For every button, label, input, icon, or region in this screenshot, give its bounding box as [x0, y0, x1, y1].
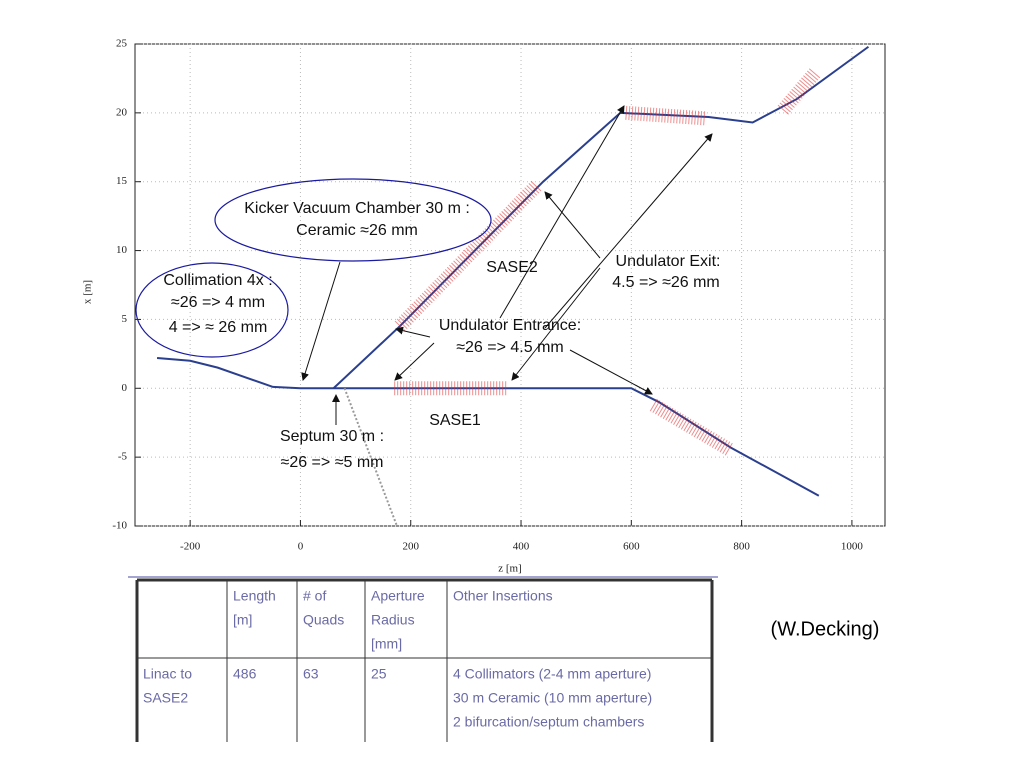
- annotation: Undulator Entrance:: [439, 317, 581, 334]
- x-tick-label: 600: [623, 541, 640, 553]
- table-cell: Length: [233, 588, 276, 604]
- annotation: Ceramic ≈26 mm: [296, 222, 418, 239]
- x-tick-label: 0: [298, 541, 304, 553]
- arrows: [301, 105, 713, 425]
- y-tick-label: 5: [122, 313, 128, 325]
- arrow: [569, 349, 653, 395]
- annotation: Septum 30 m :: [280, 428, 384, 445]
- annotation: Collimation 4x :: [163, 272, 272, 289]
- y-tick-label: 10: [116, 244, 128, 256]
- x-axis-label: z [m]: [498, 563, 522, 575]
- annotation: SASE2: [486, 259, 538, 276]
- collimation-ellipse: [135, 262, 289, 358]
- ellipses: [135, 178, 492, 358]
- annotation: 4 => ≈ 26 mm: [169, 319, 268, 336]
- y-tick-label: -5: [118, 451, 128, 463]
- table: Length [m] # of Quads Aperture Radius [mm] Othe…: [135, 578, 714, 742]
- table-cell: Radius: [371, 612, 415, 628]
- table-cell: # of: [303, 588, 326, 604]
- table-cell: Linac to: [143, 666, 192, 682]
- y-tick-label: 0: [122, 382, 128, 394]
- table-cell: Aperture: [371, 588, 425, 604]
- arrow: [544, 191, 601, 259]
- table-cell: 63: [303, 666, 319, 682]
- y-tick-label: -10: [112, 520, 127, 532]
- table-cell: [m]: [233, 612, 252, 628]
- table-cell: [mm]: [371, 636, 402, 652]
- credit: (W.Decking): [771, 618, 880, 640]
- annotation: ≈26 => ≈5 mm: [281, 454, 384, 471]
- undulator: [777, 66, 822, 115]
- x-tick-label: 400: [513, 541, 530, 553]
- y-tick-label: 25: [116, 38, 128, 50]
- y-axis-label: x [m]: [82, 280, 94, 304]
- arrow: [395, 326, 431, 338]
- table-cell: 486: [233, 666, 257, 682]
- table-cell: 2 bifurcation/septum chambers: [453, 714, 644, 730]
- table-grid: [135, 578, 714, 742]
- y-tick-label: 15: [116, 175, 128, 187]
- arrow: [544, 133, 713, 329]
- annotation: ≈26 => 4 mm: [171, 294, 265, 311]
- x-tick-label: 1000: [841, 541, 864, 553]
- table-cell: Quads: [303, 612, 344, 628]
- table-cell: 4 Collimators (2-4 mm aperture): [453, 666, 651, 682]
- table-cell: 25: [371, 666, 387, 682]
- annotation: Kicker Vacuum Chamber 30 m :: [244, 200, 470, 217]
- arrow: [511, 267, 601, 381]
- table-cell: SASE2: [143, 690, 188, 706]
- undulator: [649, 398, 735, 457]
- table-cell: 30 m Ceramic (10 mm aperture): [453, 690, 652, 706]
- x-tick-label: -200: [180, 541, 201, 553]
- table-cell: Other Insertions: [453, 588, 553, 604]
- x-tick-label: 200: [402, 541, 419, 553]
- arrow: [394, 342, 435, 381]
- beamline: [343, 387, 398, 527]
- annotation: 4.5 => ≈26 mm: [612, 274, 720, 291]
- annotation: ≈26 => 4.5 mm: [456, 339, 564, 356]
- kicker-ellipse: [214, 178, 492, 262]
- plot-frame: [134, 43, 886, 527]
- undulator: [625, 105, 707, 126]
- annotation: SASE1: [429, 412, 481, 429]
- arrow: [301, 261, 341, 381]
- beamline: [156, 356, 820, 497]
- annotation: Undulator Exit:: [616, 253, 721, 270]
- y-tick-label: 20: [116, 106, 128, 118]
- plot: -200 0 200 400 600 800 1000 -10 -5 0 5 10 15 20 25: [112, 38, 885, 553]
- x-tick-label: 800: [733, 541, 750, 553]
